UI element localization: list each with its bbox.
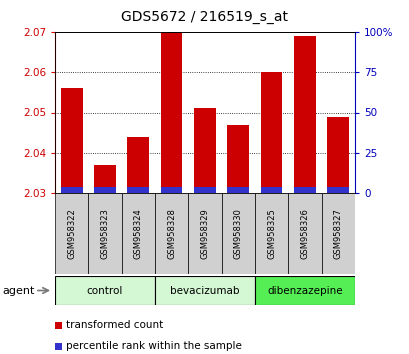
Bar [194, 108, 215, 193]
Bar [293, 187, 315, 193]
Bar [254, 193, 288, 274]
Bar [321, 193, 354, 274]
Text: GSM958327: GSM958327 [333, 208, 342, 259]
Text: GSM958323: GSM958323 [100, 208, 109, 259]
Bar [221, 193, 254, 274]
Text: dibenzazepine: dibenzazepine [267, 285, 342, 296]
Text: GSM958325: GSM958325 [267, 208, 276, 259]
Bar [260, 72, 282, 193]
Bar [194, 187, 215, 193]
Bar [94, 165, 116, 193]
Text: GSM958326: GSM958326 [300, 208, 309, 259]
Text: GSM958329: GSM958329 [200, 208, 209, 259]
Text: GSM958328: GSM958328 [167, 208, 176, 259]
Bar [327, 187, 348, 193]
Bar [55, 276, 155, 305]
Bar [127, 137, 149, 193]
Bar [55, 343, 62, 350]
Bar [88, 193, 121, 274]
Bar [227, 125, 249, 193]
Bar [121, 193, 155, 274]
Text: GSM958324: GSM958324 [133, 208, 142, 259]
Bar [155, 276, 254, 305]
Bar [188, 193, 221, 274]
Bar [155, 193, 188, 274]
Bar [288, 193, 321, 274]
Bar [55, 322, 62, 329]
Text: bevacizumab: bevacizumab [170, 285, 239, 296]
Text: GDS5672 / 216519_s_at: GDS5672 / 216519_s_at [121, 10, 288, 24]
Bar [94, 187, 116, 193]
Bar [160, 32, 182, 193]
Bar [61, 187, 82, 193]
Bar [327, 116, 348, 193]
Text: agent: agent [2, 285, 34, 296]
Text: GSM958330: GSM958330 [233, 208, 242, 259]
Bar [227, 187, 249, 193]
Text: transformed count: transformed count [66, 320, 163, 330]
Bar [260, 187, 282, 193]
Bar [293, 36, 315, 193]
Bar [61, 88, 82, 193]
Bar [160, 187, 182, 193]
Text: percentile rank within the sample: percentile rank within the sample [66, 341, 241, 352]
Text: control: control [87, 285, 123, 296]
Bar [127, 187, 149, 193]
Bar [254, 276, 354, 305]
Text: GSM958322: GSM958322 [67, 208, 76, 259]
Bar [55, 193, 88, 274]
